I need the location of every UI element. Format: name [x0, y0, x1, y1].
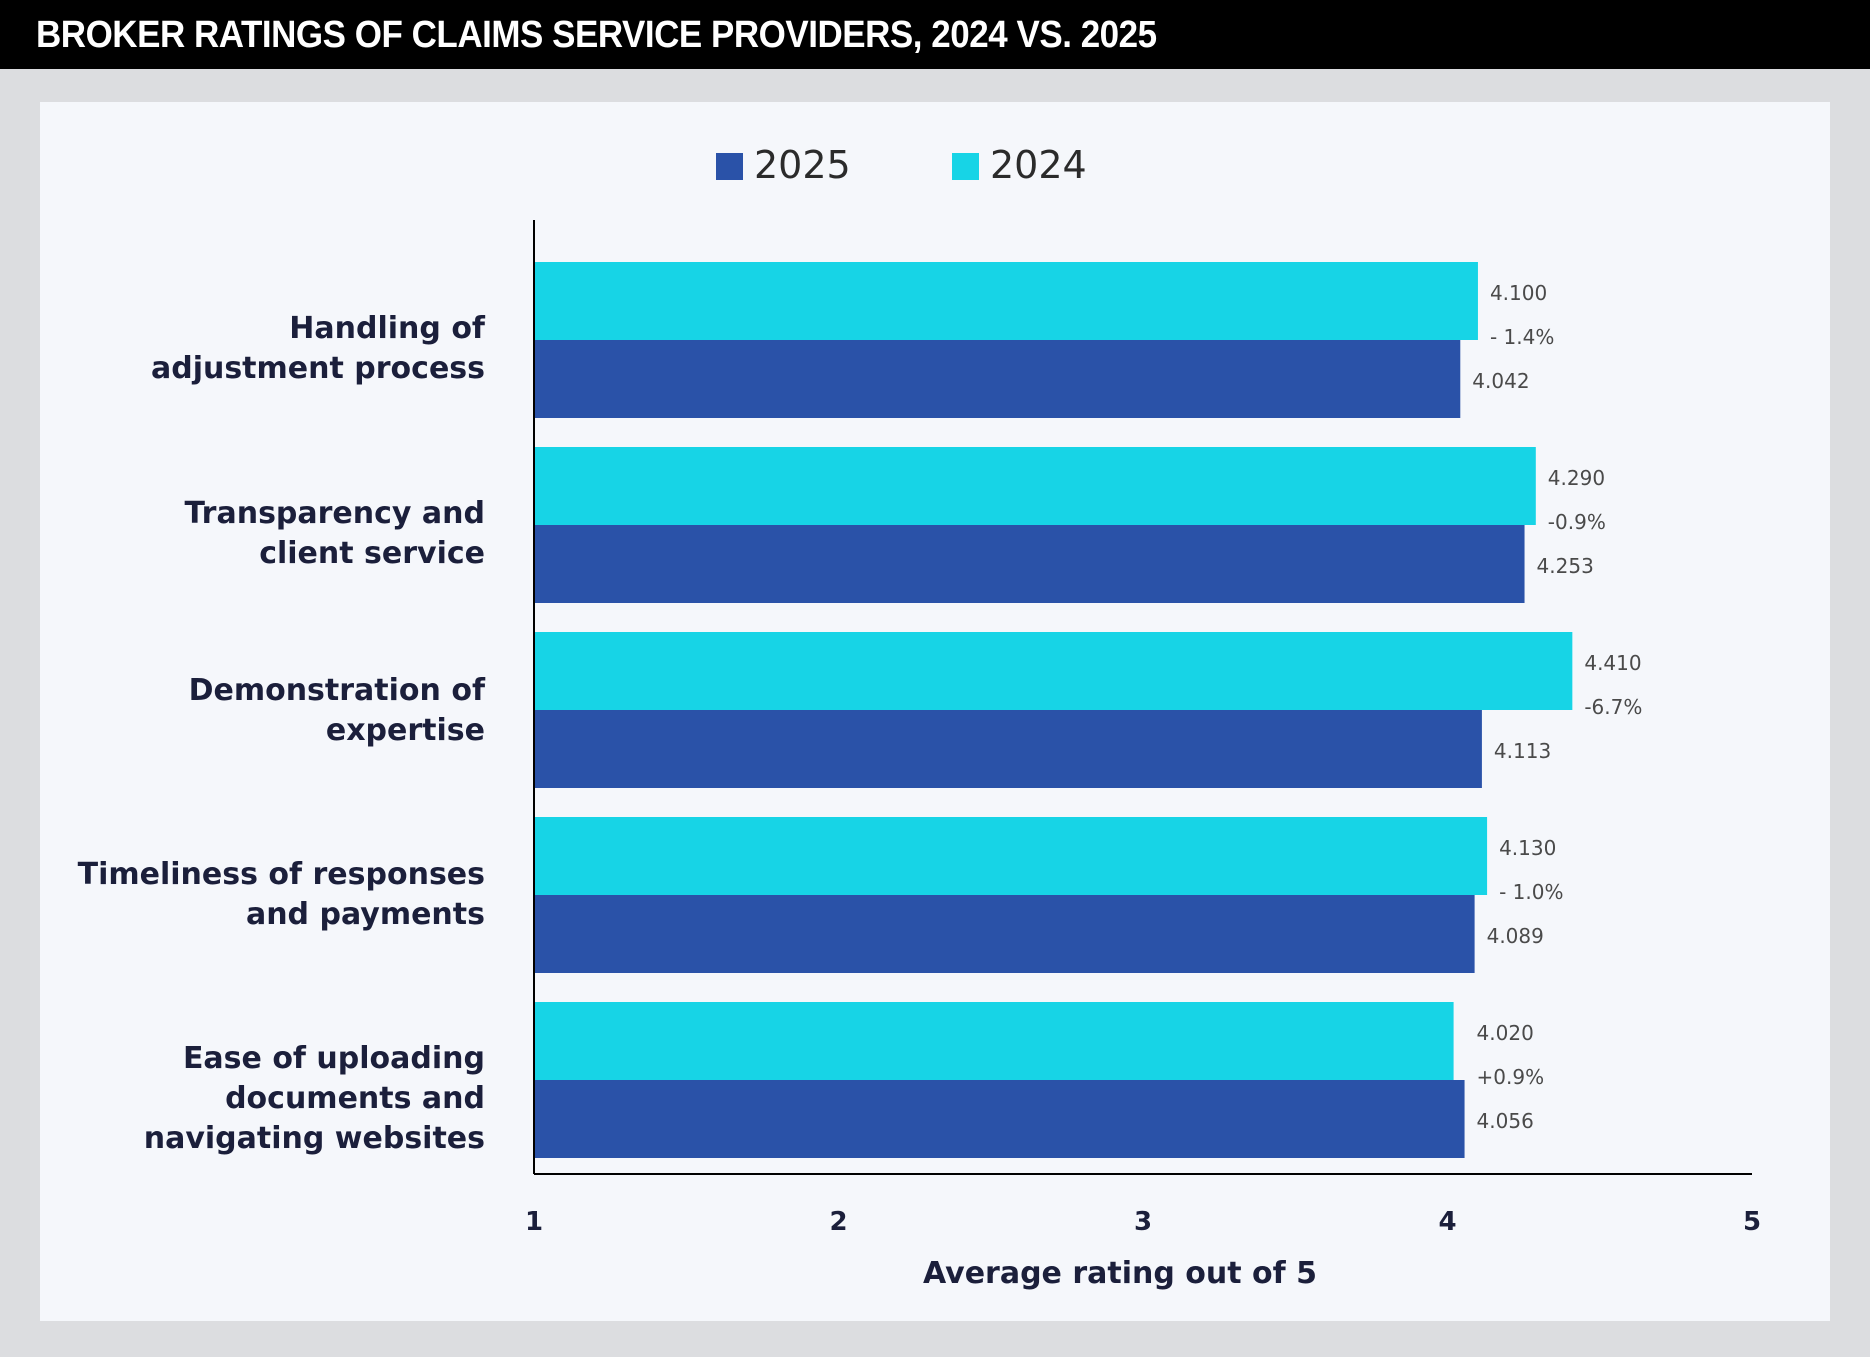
- x-tick-label-2: 2: [829, 1207, 847, 1237]
- category-label-4: Timeliness of responses and payments: [77, 857, 485, 932]
- change-label-3: -6.7%: [1584, 695, 1642, 719]
- bar-2025-2: [534, 525, 1525, 603]
- data-label-2025-1: 4.042: [1472, 369, 1529, 393]
- change-label-2: -0.9%: [1548, 510, 1606, 534]
- x-axis-title: Average rating out of 5: [922, 1256, 1318, 1291]
- change-label-4: - 1.0%: [1499, 880, 1563, 904]
- x-tick-label-3: 3: [1134, 1207, 1152, 1237]
- x-tick-label-4: 4: [1438, 1207, 1456, 1237]
- title-bar: BROKER RATINGS OF CLAIMS SERVICE PROVIDE…: [0, 0, 1870, 69]
- bar-2024-4: [534, 817, 1488, 895]
- bar-2024-3: [534, 632, 1573, 710]
- data-label-2024-5: 4.020: [1477, 1021, 1534, 1045]
- data-label-2024-1: 4.100: [1490, 281, 1547, 305]
- data-label-2024-3: 4.410: [1584, 651, 1641, 675]
- x-tick-label-5: 5: [1743, 1207, 1761, 1237]
- legend-label-2024: 2024: [990, 143, 1087, 187]
- legend-swatch-2025: [716, 153, 743, 180]
- bar-2024-1: [534, 262, 1478, 340]
- change-label-1: - 1.4%: [1490, 325, 1554, 349]
- legend-swatch-2024: [952, 153, 979, 180]
- data-label-2024-4: 4.130: [1499, 836, 1556, 860]
- category-label-1: Handling of adjustment process: [150, 311, 485, 386]
- bar-2025-5: [534, 1080, 1465, 1158]
- chart-title: BROKER RATINGS OF CLAIMS SERVICE PROVIDE…: [36, 14, 1157, 56]
- change-label-5: +0.9%: [1477, 1065, 1545, 1089]
- data-label-2025-2: 4.253: [1537, 554, 1594, 578]
- bar-2024-2: [534, 447, 1536, 525]
- bar-2025-4: [534, 895, 1475, 973]
- bar-2025-3: [534, 710, 1482, 788]
- category-label-3: Demonstration of expertise: [188, 673, 485, 748]
- data-label-2025-5: 4.056: [1477, 1109, 1534, 1133]
- x-tick-label-1: 1: [525, 1207, 543, 1237]
- bar-2025-1: [534, 340, 1461, 418]
- category-label-5: Ease of uploading documents and navigati…: [143, 1041, 485, 1156]
- legend-label-2025: 2025: [754, 143, 851, 187]
- category-label-2: Transparency and client service: [184, 496, 486, 571]
- data-label-2025-4: 4.089: [1487, 924, 1544, 948]
- bar-2024-5: [534, 1002, 1454, 1080]
- data-label-2025-3: 4.113: [1494, 739, 1551, 763]
- data-label-2024-2: 4.290: [1548, 466, 1605, 490]
